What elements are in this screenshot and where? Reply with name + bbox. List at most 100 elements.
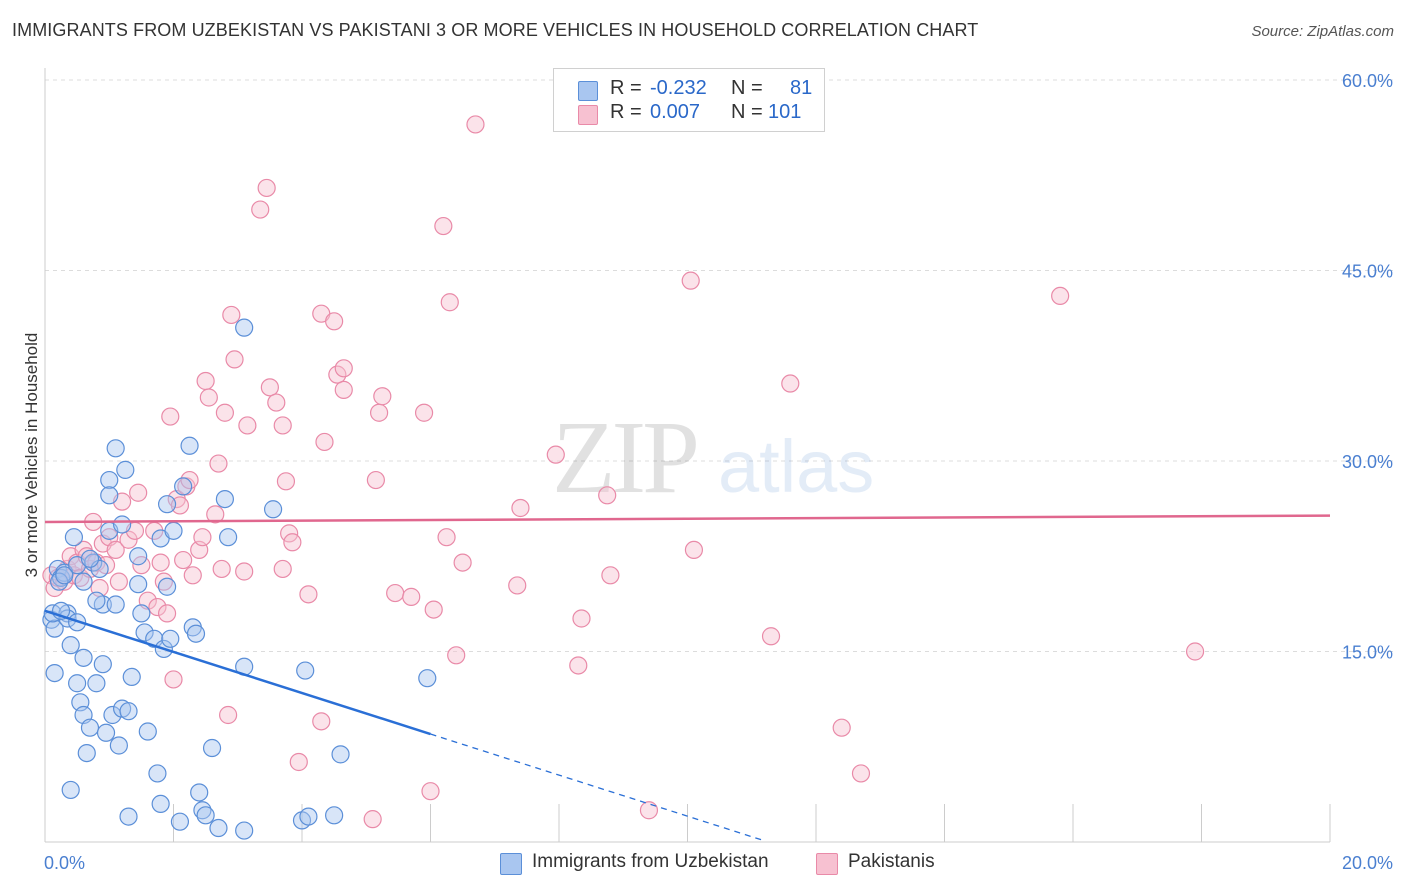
data-point-pakistanis bbox=[681, 271, 700, 290]
trend-line-uzbekistan-extension bbox=[430, 733, 765, 842]
data-point-pakistanis bbox=[761, 627, 781, 646]
data-point-uzbekistan bbox=[325, 806, 344, 825]
data-point-pakistanis bbox=[260, 378, 279, 397]
data-point-pakistanis bbox=[1051, 286, 1070, 305]
data-point-uzbekistan bbox=[209, 818, 228, 838]
data-point-pakistanis bbox=[325, 312, 344, 331]
data-point-pakistanis bbox=[386, 583, 405, 603]
chart-source: Source: ZipAtlas.com bbox=[1251, 23, 1394, 40]
data-point-uzbekistan bbox=[148, 764, 167, 783]
data-point-uzbekistan bbox=[193, 801, 212, 820]
data-point-pakistanis bbox=[283, 533, 302, 552]
series-pakistanis bbox=[42, 115, 1205, 829]
data-point-pakistanis bbox=[148, 597, 167, 617]
data-point-pakistanis bbox=[312, 712, 331, 731]
data-point-uzbekistan bbox=[106, 595, 125, 614]
data-point-pakistanis bbox=[235, 562, 254, 581]
data-point-pakistanis bbox=[363, 810, 382, 829]
trend-lines bbox=[44, 514, 1331, 842]
data-point-uzbekistan bbox=[80, 718, 100, 737]
data-point-pakistanis bbox=[164, 670, 183, 689]
data-point-pakistanis bbox=[196, 371, 215, 391]
data-point-pakistanis bbox=[257, 178, 276, 198]
data-point-pakistanis bbox=[569, 656, 588, 675]
trend-line-pakistanis bbox=[44, 514, 1331, 524]
data-point-uzbekistan bbox=[219, 528, 238, 547]
data-point-uzbekistan bbox=[80, 549, 100, 568]
data-point-uzbekistan bbox=[235, 821, 254, 840]
data-point-uzbekistan bbox=[45, 663, 64, 683]
data-point-pakistanis bbox=[334, 380, 353, 399]
data-point-uzbekistan bbox=[157, 495, 177, 514]
data-point-pakistanis bbox=[222, 305, 241, 325]
data-point-uzbekistan bbox=[164, 521, 183, 540]
legend-n-label: N = bbox=[731, 77, 763, 99]
data-point-uzbekistan bbox=[64, 528, 84, 547]
y-tick-label: 45.0% bbox=[1342, 262, 1393, 282]
data-point-uzbekistan bbox=[68, 674, 87, 693]
data-point-pakistanis bbox=[276, 472, 296, 491]
watermark-zip: ZIP bbox=[552, 400, 696, 515]
data-point-uzbekistan bbox=[215, 490, 234, 509]
bottom-legend-label: Pakistanis bbox=[848, 851, 935, 872]
legend-r-label: R = bbox=[610, 101, 642, 123]
data-point-pakistanis bbox=[215, 403, 234, 422]
data-point-pakistanis bbox=[453, 553, 472, 572]
data-point-pakistanis bbox=[1185, 642, 1205, 661]
data-point-pakistanis bbox=[212, 559, 231, 579]
data-point-uzbekistan bbox=[174, 477, 193, 496]
data-point-pakistanis bbox=[508, 576, 527, 595]
data-point-pakistanis bbox=[174, 550, 193, 570]
data-point-pakistanis bbox=[238, 416, 257, 435]
data-point-pakistanis bbox=[466, 115, 485, 134]
data-point-uzbekistan bbox=[151, 794, 170, 814]
data-point-pakistanis bbox=[209, 454, 228, 473]
data-point-uzbekistan bbox=[93, 655, 112, 674]
data-point-uzbekistan bbox=[135, 623, 154, 642]
data-point-uzbekistan bbox=[190, 783, 209, 802]
data-point-pakistanis bbox=[572, 609, 591, 628]
data-point-pakistanis bbox=[684, 540, 704, 560]
data-point-pakistanis bbox=[546, 445, 565, 464]
bottom-legend-label: Immigrants from Uzbekistan bbox=[532, 851, 769, 872]
data-point-uzbekistan bbox=[119, 807, 138, 826]
data-point-pakistanis bbox=[437, 528, 456, 547]
data-point-pakistanis bbox=[251, 200, 270, 219]
data-point-pakistanis bbox=[373, 387, 392, 406]
data-point-uzbekistan bbox=[202, 738, 222, 758]
data-point-pakistanis bbox=[154, 572, 173, 591]
data-point-pakistanis bbox=[151, 553, 170, 572]
data-point-uzbekistan bbox=[331, 745, 350, 764]
legend-swatch-pakistanis bbox=[578, 105, 598, 125]
data-point-pakistanis bbox=[370, 403, 389, 422]
data-point-pakistanis bbox=[334, 359, 353, 378]
data-point-uzbekistan bbox=[170, 812, 190, 831]
data-point-uzbekistan bbox=[87, 591, 106, 610]
data-point-uzbekistan bbox=[112, 515, 132, 534]
data-point-pakistanis bbox=[109, 572, 128, 591]
data-point-uzbekistan bbox=[74, 648, 93, 667]
data-point-pakistanis bbox=[511, 498, 530, 518]
data-point-uzbekistan bbox=[180, 436, 199, 455]
data-point-pakistanis bbox=[299, 585, 318, 604]
data-point-uzbekistan bbox=[299, 807, 318, 826]
data-point-pakistanis bbox=[434, 216, 453, 236]
data-point-pakistanis bbox=[851, 764, 871, 783]
data-point-uzbekistan bbox=[109, 736, 128, 755]
data-point-uzbekistan bbox=[106, 439, 125, 458]
data-point-uzbekistan bbox=[235, 318, 254, 337]
data-point-pakistanis bbox=[106, 540, 125, 560]
data-point-uzbekistan bbox=[96, 723, 116, 742]
data-point-pakistanis bbox=[421, 782, 440, 801]
data-point-pakistanis bbox=[424, 600, 443, 619]
correlation-legend: R = -0.232 N = 81 R = 0.007 N = 101 bbox=[553, 68, 825, 132]
data-point-uzbekistan bbox=[74, 572, 93, 591]
legend-r-value: 0.007 bbox=[650, 101, 701, 123]
data-point-pakistanis bbox=[193, 528, 212, 547]
legend-n-label: N = bbox=[731, 101, 763, 123]
y-tick-label: 15.0% bbox=[1342, 643, 1393, 663]
data-point-pakistanis bbox=[199, 388, 218, 407]
data-point-pakistanis bbox=[206, 505, 225, 524]
data-point-uzbekistan bbox=[263, 500, 283, 519]
